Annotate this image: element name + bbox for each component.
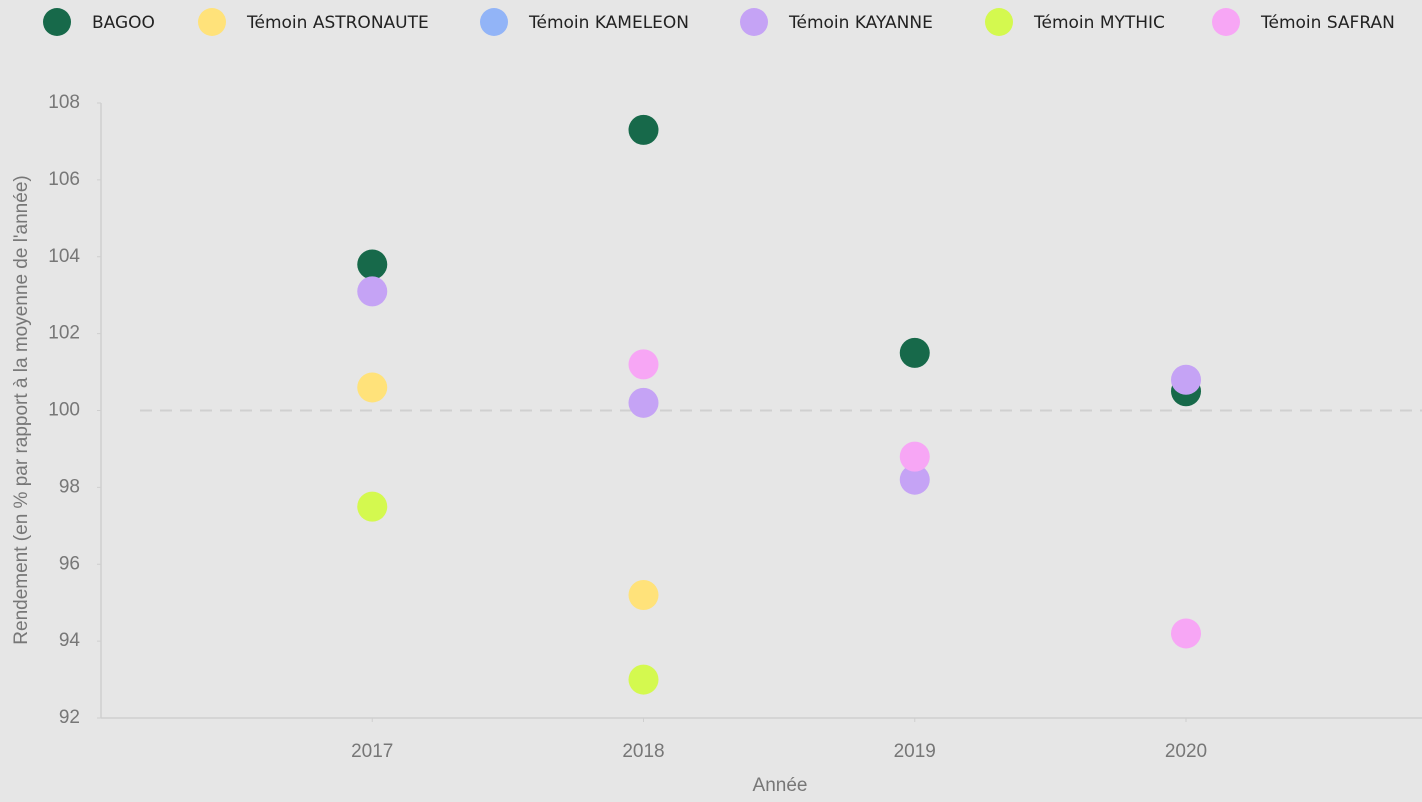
- y-tick-label: 92: [59, 707, 80, 728]
- legend-marker: [480, 8, 508, 36]
- point: [357, 372, 388, 403]
- y-tick-label: 96: [59, 553, 80, 574]
- point: [1171, 618, 1202, 649]
- x-tick-label: 2019: [894, 741, 936, 762]
- y-tick-label: 106: [48, 169, 80, 190]
- point: [357, 276, 388, 307]
- y-tick-label: 102: [48, 323, 80, 344]
- point: [357, 249, 388, 280]
- y-tick-label: 98: [59, 476, 80, 497]
- point: [628, 387, 659, 418]
- point: [899, 337, 930, 368]
- point: [628, 664, 659, 695]
- x-tick-label: 2020: [1165, 741, 1207, 762]
- point: [628, 580, 659, 610]
- legend-marker: [740, 8, 768, 36]
- point: [357, 491, 388, 522]
- point: [899, 464, 930, 495]
- point: [628, 349, 659, 380]
- legend-label: Témoin SAFRAN: [1260, 13, 1395, 33]
- y-tick-label: 100: [48, 400, 80, 421]
- point: [628, 114, 659, 145]
- legend-label: Témoin MYTHIC: [1033, 13, 1165, 33]
- legend-marker: [985, 8, 1013, 36]
- point: [1171, 364, 1202, 395]
- y-axis-title: Rendement (en % par rapport à la moyenne…: [11, 175, 32, 644]
- legend-label: Témoin ASTRONAUTE: [246, 13, 429, 33]
- legend-label: BAGOO: [92, 13, 155, 33]
- legend-label: Témoin KAMELEON: [528, 13, 689, 33]
- legend-marker: [43, 8, 71, 36]
- legend-marker: [1212, 8, 1240, 36]
- x-axis-title: Année: [753, 775, 808, 796]
- legend-label: Témoin KAYANNE: [788, 13, 933, 33]
- point: [899, 441, 930, 472]
- x-tick-label: 2018: [622, 741, 664, 762]
- y-tick-label: 104: [48, 246, 80, 267]
- y-tick-label: 94: [59, 630, 81, 651]
- legend-marker: [198, 8, 226, 36]
- y-tick-label: 108: [48, 92, 80, 113]
- x-tick-label: 2017: [351, 741, 393, 762]
